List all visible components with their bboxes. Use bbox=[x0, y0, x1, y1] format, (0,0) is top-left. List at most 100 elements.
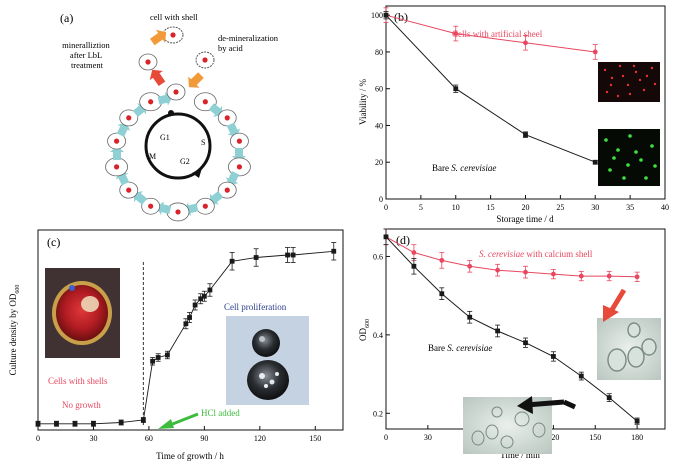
panel-c-ylabel-sub: 600 bbox=[15, 285, 21, 294]
legend-artificial-shell: Cells with artificial sheel bbox=[452, 29, 543, 39]
data-point bbox=[634, 274, 640, 280]
series-0 bbox=[383, 228, 640, 282]
data-point bbox=[606, 273, 612, 279]
cycle-arrowhead bbox=[192, 168, 202, 178]
red-speck bbox=[626, 83, 630, 87]
data-point bbox=[453, 86, 459, 92]
cell-nucleus bbox=[170, 32, 176, 38]
cell-nucleus bbox=[126, 187, 132, 193]
cell-nucleus bbox=[202, 99, 208, 105]
cycle-arrow bbox=[156, 201, 172, 216]
panel-b-xlabel: Storage time / d bbox=[496, 214, 554, 224]
green-speck bbox=[628, 134, 632, 138]
data-point bbox=[439, 291, 445, 297]
red-speck bbox=[621, 74, 625, 78]
data-point bbox=[150, 358, 156, 364]
green-speck bbox=[639, 158, 643, 162]
y-tick-label: 0.4 bbox=[373, 331, 383, 340]
data-point bbox=[331, 248, 337, 254]
x-tick-label: 0 bbox=[384, 433, 388, 442]
green-speck bbox=[653, 164, 657, 168]
data-point bbox=[523, 340, 528, 346]
panel-b-axes: 0 5 10 15 20 25 30 35 40 0 20 40 60 80 100 bbox=[371, 11, 669, 212]
orange-arrow bbox=[188, 72, 204, 88]
data-point bbox=[164, 352, 170, 358]
orange-arrow bbox=[149, 29, 167, 46]
panel-b-label: (b) bbox=[394, 10, 408, 24]
data-point bbox=[72, 421, 78, 427]
legend-bare-b-plain: Bare bbox=[432, 163, 451, 173]
series-line bbox=[38, 250, 334, 425]
panel-a: (a) cell with shell de-mineralization by… bbox=[60, 11, 279, 222]
cell-nucleus bbox=[224, 115, 230, 121]
mineral-line-3: treatment bbox=[71, 60, 104, 70]
x-tick-label: 120 bbox=[547, 433, 559, 442]
legend-bare-b: Bare S. cerevisiae bbox=[432, 163, 496, 173]
y-tick-label: 0.2 bbox=[373, 409, 383, 418]
mineralization-text: mineralliztion after LbL treatment bbox=[62, 40, 112, 70]
data-point bbox=[634, 418, 640, 424]
data-point bbox=[229, 258, 235, 264]
cell-nucleus bbox=[202, 57, 208, 63]
cycle-arrow bbox=[209, 191, 224, 205]
data-point bbox=[523, 132, 528, 138]
data-point bbox=[54, 421, 59, 427]
green-speck bbox=[634, 150, 638, 154]
cell-nucleus bbox=[175, 209, 181, 215]
cell-nucleus bbox=[236, 138, 243, 144]
panel-d-ylabel-sub: 600 bbox=[365, 319, 371, 328]
panel-d-ylabel: OD600 bbox=[358, 319, 371, 341]
panel-a-cycle bbox=[105, 26, 251, 222]
cell-proliferation-text: Cell proliferation bbox=[224, 302, 287, 312]
x-tick-label: 150 bbox=[309, 434, 321, 443]
panel-c-axes: 0 30 60 90 120 150 bbox=[36, 262, 321, 443]
legend-bare-d: Bare S. cerevisiae bbox=[428, 343, 492, 353]
green-speck bbox=[616, 148, 620, 152]
data-point bbox=[551, 271, 556, 277]
panel-d-label: (d) bbox=[396, 233, 410, 247]
red-speck bbox=[645, 74, 649, 78]
black-pointer-arrow bbox=[517, 396, 577, 414]
no-growth-text: No growth bbox=[62, 400, 101, 410]
data-point bbox=[495, 267, 500, 273]
panel-a-label: (a) bbox=[60, 11, 73, 25]
x-tick-label: 40 bbox=[661, 203, 669, 212]
red-arrow bbox=[149, 69, 166, 87]
y-tick-label: 60 bbox=[375, 85, 383, 94]
red-speck bbox=[618, 64, 622, 68]
panel-c-frame bbox=[37, 229, 344, 431]
red-speck bbox=[605, 90, 609, 94]
panel-b-series bbox=[383, 7, 598, 165]
y-tick-label: 80 bbox=[375, 48, 383, 57]
data-point bbox=[411, 250, 417, 255]
series-0 bbox=[35, 242, 337, 427]
x-tick-label: 0 bbox=[384, 203, 388, 212]
panel-b: (b) 0 5 10 15 20 25 30 35 40 0 20 40 60 80 100 Viabili… bbox=[358, 5, 669, 224]
cell-nucleus bbox=[148, 99, 154, 105]
data-point bbox=[140, 417, 146, 423]
data-point bbox=[467, 263, 473, 269]
data-point bbox=[411, 263, 417, 269]
panel-c: (c) 0 30 60 90 120 150 Culture density by OD6… bbox=[8, 229, 344, 461]
data-point bbox=[592, 159, 598, 165]
red-speck bbox=[603, 68, 607, 72]
phase-g1: G1 bbox=[160, 133, 170, 142]
x-tick-label: 150 bbox=[589, 433, 601, 442]
data-point bbox=[91, 421, 96, 427]
hcl-added-text: HCl added bbox=[201, 408, 240, 418]
data-point bbox=[183, 321, 189, 327]
green-speck bbox=[612, 156, 616, 160]
data-point bbox=[383, 234, 389, 240]
green-speck bbox=[622, 176, 626, 180]
x-tick-label: 15 bbox=[487, 203, 495, 212]
series-1 bbox=[383, 11, 598, 165]
inset-bg bbox=[598, 129, 660, 186]
panel-c-series bbox=[35, 242, 337, 427]
green-speck bbox=[608, 168, 612, 172]
panel-d-xlabel: Time / min bbox=[500, 450, 540, 460]
cell-nucleus bbox=[224, 187, 230, 193]
data-point bbox=[118, 420, 124, 425]
y-tick-label: 0 bbox=[379, 195, 383, 204]
x-tick-label: 30 bbox=[591, 203, 599, 212]
cell-cycle-ring bbox=[144, 112, 212, 180]
